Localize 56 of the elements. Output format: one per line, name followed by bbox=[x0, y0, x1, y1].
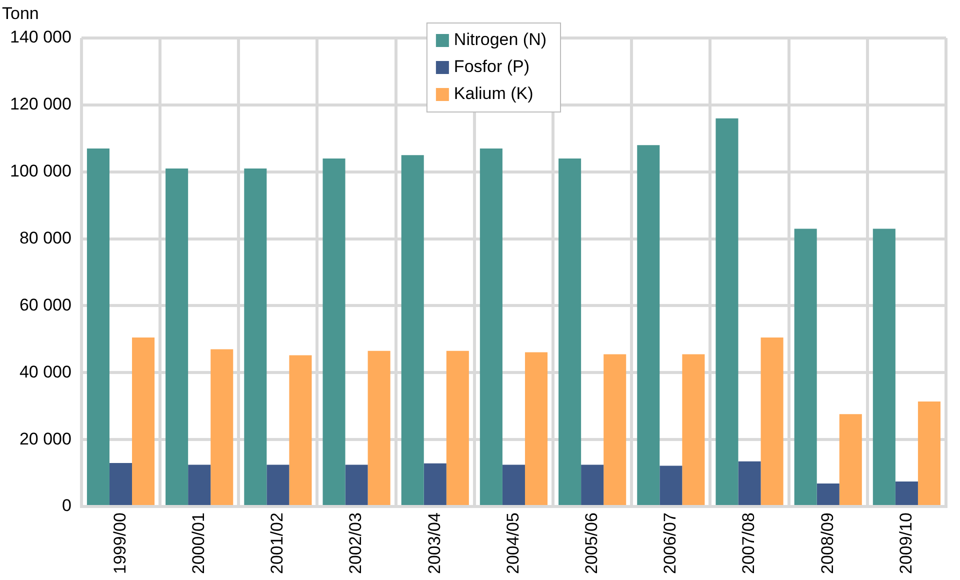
bar bbox=[266, 464, 290, 506]
x-tick-label: 2008/09 bbox=[818, 512, 837, 574]
bar bbox=[682, 354, 705, 506]
x-tick-label: 2003/04 bbox=[424, 512, 444, 574]
bar bbox=[322, 158, 346, 506]
bar bbox=[660, 466, 682, 506]
bar bbox=[816, 483, 840, 506]
x-tick-label: 2007/08 bbox=[739, 512, 758, 574]
x-tick-label: 2002/03 bbox=[346, 512, 366, 574]
y-tick-label: 60 000 bbox=[19, 295, 72, 314]
x-tick-label: 2000/01 bbox=[189, 512, 208, 574]
bar bbox=[637, 145, 660, 506]
bar bbox=[918, 401, 940, 506]
bar bbox=[502, 464, 525, 506]
bar bbox=[738, 461, 761, 506]
y-tick-label: 120 000 bbox=[10, 94, 72, 114]
bar bbox=[872, 228, 896, 506]
legend-label: Kalium (K) bbox=[454, 84, 534, 104]
y-tick-label: 20 000 bbox=[19, 429, 72, 448]
bar bbox=[244, 168, 267, 506]
y-tick-label: 140 000 bbox=[10, 28, 72, 47]
bar bbox=[524, 352, 548, 506]
bar bbox=[895, 481, 918, 506]
bar bbox=[368, 350, 390, 506]
bar bbox=[794, 228, 817, 506]
legend-label: Nitrogen (N) bbox=[454, 30, 547, 50]
x-tick-label: 2004/05 bbox=[503, 512, 522, 574]
bar bbox=[760, 338, 784, 506]
bar bbox=[446, 350, 469, 506]
bar bbox=[132, 338, 155, 506]
x-tick-label: 1999/00 bbox=[110, 512, 130, 574]
x-tick-label: 2005/06 bbox=[582, 512, 602, 574]
bar bbox=[401, 155, 424, 506]
bar bbox=[289, 355, 312, 506]
y-tick-label: 0 bbox=[62, 496, 72, 516]
bar bbox=[716, 118, 738, 506]
bar bbox=[210, 349, 234, 506]
bar bbox=[188, 464, 211, 506]
y-tick-label: 100 000 bbox=[10, 162, 72, 181]
y-tick-label: 40 000 bbox=[19, 362, 72, 382]
bar bbox=[604, 354, 626, 506]
legend-label: Fosfor (P) bbox=[454, 57, 530, 76]
bar bbox=[86, 148, 110, 506]
bar bbox=[345, 464, 368, 506]
bar bbox=[839, 414, 862, 506]
y-tick-label: 80 000 bbox=[19, 228, 72, 248]
x-tick-label: 2001/02 bbox=[268, 512, 287, 574]
bar bbox=[109, 463, 132, 506]
bar bbox=[558, 158, 582, 506]
y-axis-title: Tonn bbox=[2, 4, 39, 24]
x-tick-label: 2006/07 bbox=[660, 512, 680, 574]
x-tick-label: 2009/10 bbox=[896, 512, 916, 574]
bar bbox=[166, 168, 188, 506]
bar bbox=[480, 148, 502, 506]
bar bbox=[581, 464, 604, 506]
bar bbox=[424, 463, 446, 506]
